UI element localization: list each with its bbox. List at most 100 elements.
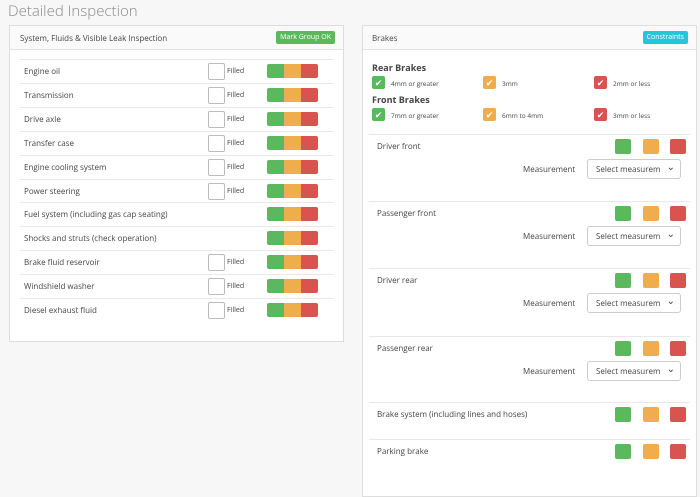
checkbox[interactable] bbox=[208, 254, 225, 272]
checkbox-label: Filled bbox=[227, 114, 245, 124]
row-divider bbox=[20, 130, 333, 132]
item-label: Power steering bbox=[24, 185, 80, 197]
item-label: Shocks and struts (check operation) bbox=[24, 233, 157, 245]
checkbox[interactable] bbox=[208, 63, 225, 80]
status-button[interactable] bbox=[267, 111, 284, 126]
status-button[interactable] bbox=[615, 407, 631, 422]
item-label: Drive axle bbox=[24, 113, 61, 125]
row-divider bbox=[20, 274, 333, 276]
status-button[interactable] bbox=[615, 273, 631, 288]
status-button[interactable] bbox=[642, 341, 659, 356]
status-button[interactable] bbox=[267, 159, 284, 174]
status-button[interactable] bbox=[642, 407, 659, 422]
status-button[interactable] bbox=[267, 255, 284, 270]
status-button[interactable] bbox=[267, 231, 284, 246]
status-button[interactable] bbox=[267, 64, 284, 78]
measurement-select[interactable]: Select measurem ⌄ bbox=[587, 226, 681, 246]
legend-check: ✔ bbox=[483, 76, 496, 89]
status-button[interactable] bbox=[670, 407, 686, 422]
status-button[interactable] bbox=[267, 135, 284, 150]
checkbox-label: Filled bbox=[227, 162, 245, 172]
legend-check: ✔ bbox=[594, 76, 607, 89]
status-button[interactable] bbox=[267, 183, 284, 198]
status-button[interactable] bbox=[670, 341, 686, 356]
status-button[interactable] bbox=[301, 111, 318, 126]
checkbox[interactable] bbox=[208, 182, 225, 200]
status-button[interactable] bbox=[267, 303, 284, 317]
status-button[interactable] bbox=[284, 111, 301, 126]
legend-label: 4mm or greater bbox=[391, 79, 439, 88]
measurement-select[interactable]: Select measurem ⌄ bbox=[587, 293, 681, 313]
status-button[interactable] bbox=[284, 255, 301, 270]
constraints-button[interactable]: Constraints bbox=[642, 31, 688, 44]
status-button[interactable] bbox=[670, 139, 686, 154]
checkbox[interactable] bbox=[208, 134, 225, 152]
status-button[interactable] bbox=[284, 135, 301, 150]
status-button[interactable] bbox=[284, 159, 301, 174]
measurement-label: Measurement bbox=[523, 366, 576, 377]
row-divider bbox=[369, 402, 690, 403]
status-button[interactable] bbox=[301, 255, 318, 270]
status-button[interactable] bbox=[284, 303, 301, 317]
status-button[interactable] bbox=[301, 183, 318, 198]
measurement-select[interactable]: Select measurem ⌄ bbox=[587, 159, 681, 179]
legend-title: Front Brakes bbox=[372, 93, 430, 106]
checkbox[interactable] bbox=[208, 86, 225, 104]
measurement-label: Measurement bbox=[523, 164, 576, 175]
measurement-select[interactable]: Select measurem ⌄ bbox=[587, 361, 681, 381]
status-button[interactable] bbox=[284, 207, 301, 222]
status-button[interactable] bbox=[642, 139, 659, 154]
row-divider bbox=[20, 226, 333, 228]
status-button[interactable] bbox=[615, 341, 631, 356]
status-button[interactable] bbox=[301, 87, 318, 102]
status-button[interactable] bbox=[284, 279, 301, 294]
page-title: Detailed Inspection bbox=[8, 1, 138, 21]
status-button[interactable] bbox=[284, 87, 301, 102]
checkbox-label: Filled bbox=[227, 90, 245, 100]
dropdown-arrow: ⌄ bbox=[666, 226, 675, 240]
status-button[interactable] bbox=[301, 303, 318, 317]
status-button[interactable] bbox=[301, 135, 318, 150]
item-label: Windshield washer bbox=[24, 281, 95, 293]
checkbox[interactable] bbox=[208, 302, 225, 319]
checkbox-label: Filled bbox=[227, 138, 245, 148]
status-button[interactable] bbox=[301, 279, 318, 294]
status-button[interactable] bbox=[642, 206, 659, 221]
dropdown-arrow: ⌄ bbox=[666, 361, 675, 375]
status-button[interactable] bbox=[301, 159, 318, 174]
status-button[interactable] bbox=[642, 444, 659, 459]
legend-check: ✔ bbox=[372, 108, 385, 121]
status-button[interactable] bbox=[615, 206, 631, 221]
legend-label: 2mm or less bbox=[613, 79, 651, 88]
checkbox[interactable] bbox=[208, 110, 225, 128]
status-button[interactable] bbox=[267, 279, 284, 294]
status-button[interactable] bbox=[670, 206, 686, 221]
status-button[interactable] bbox=[284, 64, 301, 78]
status-button[interactable] bbox=[615, 139, 631, 154]
measurement-label: Measurement bbox=[523, 231, 576, 242]
status-button[interactable] bbox=[301, 64, 318, 78]
row-divider bbox=[369, 336, 690, 337]
row-divider bbox=[369, 201, 690, 202]
status-button[interactable] bbox=[267, 207, 284, 222]
legend-label: 3mm or less bbox=[613, 111, 651, 120]
item-label: Fuel system (including gas cap seating) bbox=[24, 209, 168, 221]
status-button[interactable] bbox=[301, 207, 318, 222]
legend-check: ✔ bbox=[372, 76, 385, 89]
status-button[interactable] bbox=[301, 231, 318, 246]
status-button[interactable] bbox=[670, 444, 686, 459]
status-button[interactable] bbox=[284, 183, 301, 198]
status-button[interactable] bbox=[642, 273, 659, 288]
dropdown-arrow: ⌄ bbox=[666, 293, 675, 307]
status-button[interactable] bbox=[267, 87, 284, 102]
status-button[interactable] bbox=[615, 444, 631, 459]
item-label: Transmission bbox=[24, 89, 74, 101]
item-label: Transfer case bbox=[24, 137, 74, 149]
legend-check: ✔ bbox=[594, 108, 607, 121]
checkbox[interactable] bbox=[208, 278, 225, 296]
row-divider bbox=[20, 178, 333, 180]
status-button[interactable] bbox=[284, 231, 301, 246]
mark-ok-button[interactable]: Mark Group OK bbox=[276, 31, 335, 44]
checkbox[interactable] bbox=[208, 158, 225, 176]
status-button[interactable] bbox=[670, 273, 686, 288]
